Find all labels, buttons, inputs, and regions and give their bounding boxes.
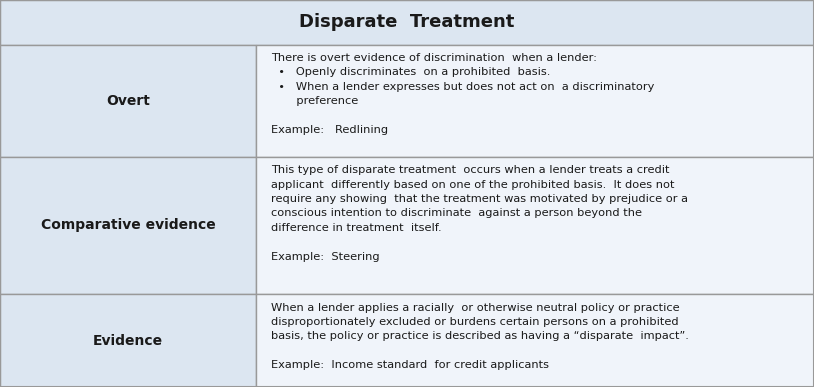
Bar [256, 294, 814, 387]
Text: Overt: Overt [107, 94, 150, 108]
Bar [256, 45, 814, 157]
Text: Evidence: Evidence [93, 334, 164, 348]
Bar [0, 157, 256, 294]
Text: Comparative evidence: Comparative evidence [41, 218, 216, 233]
Bar [0, 0, 814, 45]
Bar [256, 157, 814, 294]
Text: This type of disparate treatment  occurs when a lender treats a credit
applicant: This type of disparate treatment occurs … [271, 165, 688, 262]
Text: There is overt evidence of discrimination  when a lender:
  •   Openly discrimin: There is overt evidence of discriminatio… [271, 53, 654, 135]
Bar [0, 45, 256, 157]
Text: When a lender applies a racially  or otherwise neutral policy or practice
dispro: When a lender applies a racially or othe… [271, 303, 689, 370]
Text: Disparate  Treatment: Disparate Treatment [300, 13, 514, 31]
Bar [0, 294, 256, 387]
